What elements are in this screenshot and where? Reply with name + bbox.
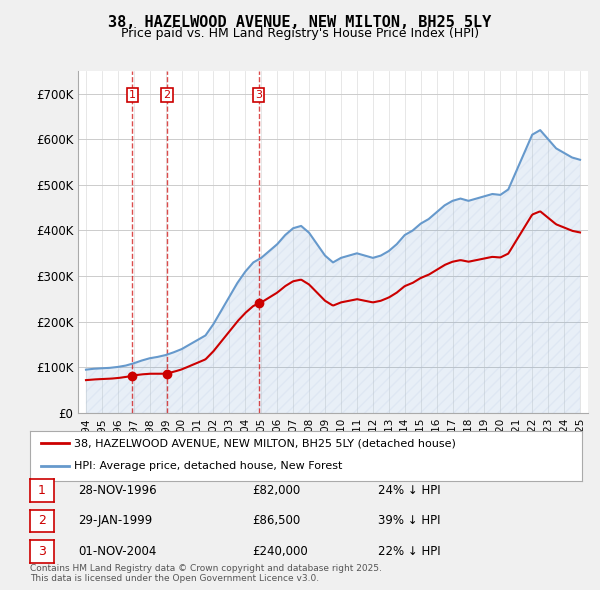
Text: £82,000: £82,000 (252, 484, 300, 497)
Text: Contains HM Land Registry data © Crown copyright and database right 2025.
This d: Contains HM Land Registry data © Crown c… (30, 563, 382, 583)
Text: 39% ↓ HPI: 39% ↓ HPI (378, 514, 440, 527)
Text: Price paid vs. HM Land Registry's House Price Index (HPI): Price paid vs. HM Land Registry's House … (121, 27, 479, 40)
Text: 24% ↓ HPI: 24% ↓ HPI (378, 484, 440, 497)
Text: 38, HAZELWOOD AVENUE, NEW MILTON, BH25 5LY: 38, HAZELWOOD AVENUE, NEW MILTON, BH25 5… (109, 15, 491, 30)
Text: £86,500: £86,500 (252, 514, 300, 527)
Text: 2: 2 (163, 90, 170, 100)
Text: 38, HAZELWOOD AVENUE, NEW MILTON, BH25 5LY (detached house): 38, HAZELWOOD AVENUE, NEW MILTON, BH25 5… (74, 438, 456, 448)
Text: £240,000: £240,000 (252, 545, 308, 558)
Text: 3: 3 (38, 545, 46, 558)
Text: 28-NOV-1996: 28-NOV-1996 (78, 484, 157, 497)
Text: HPI: Average price, detached house, New Forest: HPI: Average price, detached house, New … (74, 461, 343, 471)
Text: 2: 2 (38, 514, 46, 527)
Text: 3: 3 (255, 90, 262, 100)
Text: 1: 1 (129, 90, 136, 100)
Text: 1: 1 (38, 484, 46, 497)
Text: 22% ↓ HPI: 22% ↓ HPI (378, 545, 440, 558)
Text: 29-JAN-1999: 29-JAN-1999 (78, 514, 152, 527)
Text: 01-NOV-2004: 01-NOV-2004 (78, 545, 157, 558)
